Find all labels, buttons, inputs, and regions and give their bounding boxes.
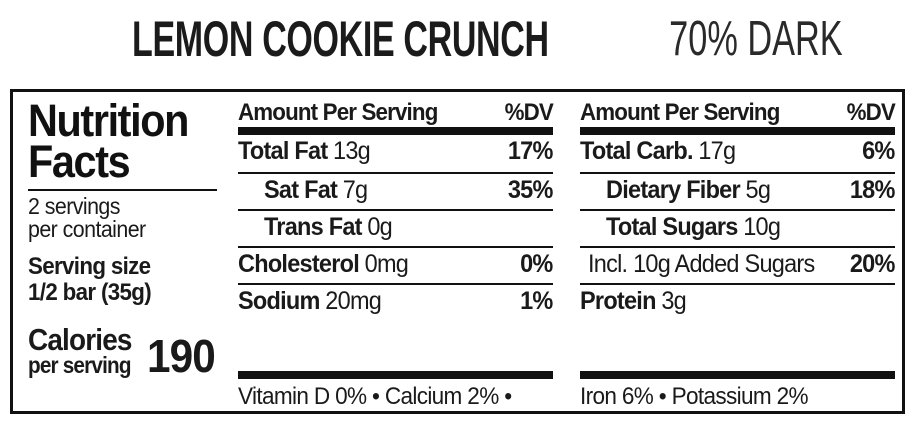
nutrient-name-group: Trans Fat 0g: [264, 213, 393, 242]
nutrient-amount: 17g: [698, 137, 736, 165]
nutrient-name: Total Sugars: [606, 213, 738, 241]
nutrient-amount: 3g: [661, 287, 686, 315]
nutrient-name-group: Total Fat 13g: [238, 137, 371, 166]
micronutrient-row-left: Vitamin D 0% • Calcium 2% •: [238, 383, 512, 410]
nutrient-column-right: Amount Per Serving %DV Total Carb. 17g 6…: [573, 92, 902, 411]
table-row: Cholesterol 0mg 0%: [238, 246, 554, 283]
serving-info-panel: Nutrition Facts 2 servings per container…: [13, 92, 225, 411]
nutrient-name-group: Protein 3g: [580, 287, 687, 316]
heading-line-nutrition: Nutrition: [28, 95, 189, 146]
nutrient-name: Cholesterol: [238, 250, 360, 278]
serving-size-value: 1/2 bar (35g): [28, 279, 152, 306]
nutrient-column-middle: Amount Per Serving %DV Total Fat 13g 17%…: [231, 92, 560, 411]
nutrient-name: Total Fat: [238, 137, 328, 165]
table-row: Trans Fat 0g: [238, 209, 553, 246]
calories-value: 190: [147, 330, 216, 382]
nutrient-name: Dietary Fiber: [606, 176, 741, 204]
nutrient-name-group: Cholesterol 0mg: [238, 250, 409, 279]
nutrient-amount: 20mg: [325, 287, 382, 315]
column-header-amount-label: Amount Per Serving: [238, 99, 438, 126]
nutrient-name: Protein: [580, 287, 656, 315]
nutrient-name-group: Total Carb. 17g: [580, 137, 736, 166]
column-spacer: [580, 320, 895, 371]
nutrient-rows-middle: Total Fat 13g 17% Sat Fat 7g 35% Trans F…: [238, 135, 554, 320]
table-row: Total Fat 13g 17%: [238, 135, 554, 172]
nutrient-daily-value: 0%: [520, 250, 554, 278]
nutrient-name: Trans Fat: [264, 213, 362, 241]
table-row: Protein 3g: [580, 283, 895, 320]
nutrient-name-group: Total Sugars 10g: [606, 213, 781, 242]
nutrient-name: Sodium: [238, 287, 320, 315]
nutrient-rows-right: Total Carb. 17g 6% Dietary Fiber 5g 18% …: [580, 135, 896, 320]
nutrient-amount: 0mg: [364, 250, 409, 278]
servings-per-container-text: per container: [28, 216, 146, 242]
nutrient-name: Total Carb.: [580, 137, 693, 165]
column-footer-bar: [580, 371, 895, 379]
nutrient-daily-value: 35%: [508, 176, 554, 204]
nutrient-amount: 0g: [367, 213, 393, 241]
nutrient-daily-value: 6%: [862, 137, 896, 165]
serving-size: Serving size 1/2 bar (35g): [28, 254, 204, 306]
nutrient-daily-value: 20%: [850, 250, 896, 278]
table-row: Sat Fat 7g 35%: [238, 172, 554, 209]
heading-divider: [28, 189, 217, 191]
nutrient-amount: 7g: [342, 176, 368, 204]
table-row: Dietary Fiber 5g 18%: [580, 172, 896, 209]
column-header-bar: [580, 127, 895, 135]
column-header-dv-label: %DV: [504, 99, 554, 126]
nutrient-daily-value: 17%: [508, 137, 554, 165]
column-header-middle: Amount Per Serving %DV: [238, 99, 554, 127]
calories-label: Calories per serving: [28, 322, 132, 378]
table-row: Total Sugars 10g: [580, 209, 895, 246]
nutrient-amount: 13g: [333, 137, 371, 165]
column-spacer: [238, 320, 553, 371]
column-header-amount-label: Amount Per Serving: [580, 99, 780, 126]
calories-block: Calories per serving 190: [28, 322, 217, 382]
serving-size-label: Serving size: [28, 253, 151, 280]
nutrition-facts-heading: Nutrition Facts: [28, 98, 202, 184]
product-flavor-name: LEMON COOKIE CRUNCH: [131, 11, 549, 67]
heading-line-facts: Facts: [28, 136, 131, 187]
nutrient-daily-value: 18%: [850, 176, 896, 204]
calories-label-main: Calories: [28, 322, 132, 357]
nutrient-amount: 10g: [743, 213, 781, 241]
nutrition-facts-box: Nutrition Facts 2 servings per container…: [10, 89, 905, 414]
table-row: Total Carb. 17g 6%: [580, 135, 896, 172]
calories-label-sub: per serving: [28, 352, 132, 378]
nutrient-name-group: Dietary Fiber 5g: [606, 176, 771, 205]
column-header-dv-label: %DV: [846, 99, 896, 126]
nutrient-daily-value: 1%: [520, 287, 554, 315]
column-header-right: Amount Per Serving %DV: [580, 99, 896, 127]
micronutrient-row-right: Iron 6% • Potassium 2%: [580, 383, 809, 410]
servings-count-text: 2 servings: [28, 193, 120, 219]
product-cocoa-percent: 70% DARK: [669, 11, 844, 66]
nutrient-name: Sat Fat: [264, 176, 338, 204]
nutrient-name: Incl. 10g Added Sugars: [588, 250, 815, 278]
nutrient-name-group: Sodium 20mg: [238, 287, 382, 316]
nutrient-name-group: Incl. 10g Added Sugars: [588, 250, 815, 279]
table-row: Sodium 20mg 1%: [238, 283, 554, 320]
table-row: Incl. 10g Added Sugars 20%: [580, 246, 896, 283]
product-title: LEMON COOKIE CRUNCH 70% DARK: [0, 6, 914, 72]
servings-per-container: 2 servings per container: [28, 195, 204, 241]
nutrient-name-group: Sat Fat 7g: [264, 176, 368, 205]
column-footer-bar: [238, 371, 553, 379]
column-header-bar: [238, 127, 553, 135]
nutrient-amount: 5g: [745, 176, 771, 204]
